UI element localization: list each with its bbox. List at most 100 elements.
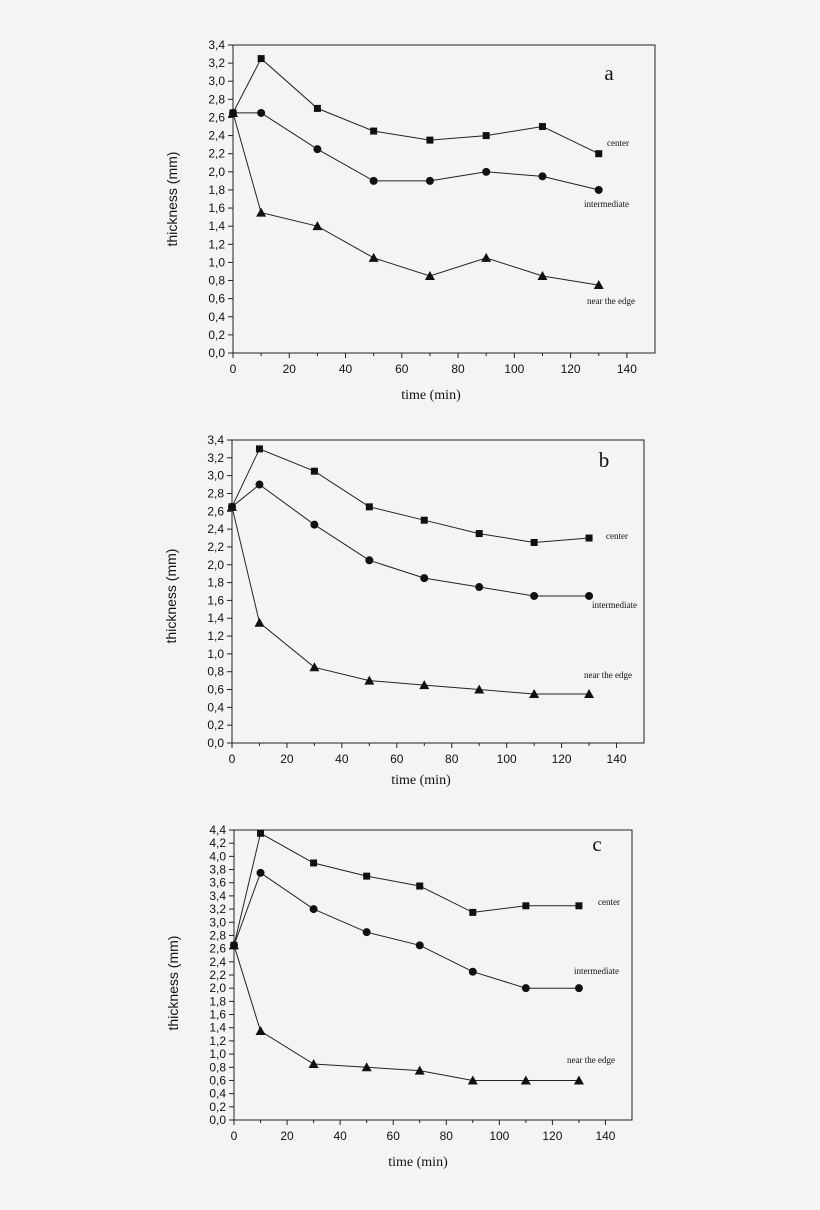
data-point: [575, 902, 583, 910]
series-label: center: [607, 138, 629, 148]
panel-letter: a: [604, 61, 614, 85]
x-tick-label: 40: [339, 362, 353, 376]
x-tick-label: 40: [333, 1129, 347, 1143]
series-label: near the edge: [584, 670, 632, 680]
y-tick-label: 2,2: [209, 968, 226, 982]
y-tick-label: 2,0: [209, 981, 226, 995]
x-tick-label: 60: [390, 752, 404, 766]
x-tick-label: 100: [504, 362, 524, 376]
x-axis-title: time (min): [388, 1155, 448, 1170]
series-near-the-edge: near the edge: [228, 107, 635, 306]
data-point: [475, 530, 483, 538]
y-tick-label: 1,0: [208, 255, 225, 269]
panel-letter: b: [599, 448, 610, 472]
y-tick-label: 0,6: [209, 1073, 226, 1087]
data-point: [574, 984, 583, 993]
series-center: center: [229, 55, 629, 158]
y-tick-label: 2,0: [208, 165, 225, 179]
data-point: [364, 675, 375, 685]
data-point: [415, 941, 424, 950]
y-tick-label: 0,0: [207, 736, 224, 750]
y-tick-label: 3,0: [209, 915, 226, 929]
y-tick-label: 2,2: [207, 540, 224, 554]
y-tick-label: 3,4: [209, 889, 226, 903]
series-near-the-edge: near the edge: [229, 940, 615, 1085]
x-tick-label: 20: [280, 752, 294, 766]
data-point: [420, 516, 428, 524]
y-tick-label: 2,6: [209, 942, 226, 956]
y-tick-label: 2,0: [207, 558, 224, 572]
series-label: intermediate: [592, 600, 637, 610]
data-point: [425, 176, 434, 185]
y-tick-label: 1,6: [209, 1008, 226, 1022]
y-tick-label: 0,8: [207, 665, 224, 679]
data-point: [414, 1065, 425, 1075]
data-point: [538, 123, 546, 131]
data-point: [313, 104, 321, 112]
y-tick-label: 3,0: [207, 469, 224, 483]
y-tick-label: 2,4: [207, 522, 224, 536]
data-point: [257, 108, 266, 117]
data-point: [416, 882, 424, 890]
y-axis-title: thickness (mm): [163, 549, 179, 644]
data-point: [593, 280, 604, 290]
series-label: center: [606, 531, 628, 541]
y-tick-label: 1,2: [207, 629, 224, 643]
series-label: intermediate: [584, 199, 629, 209]
data-point: [420, 574, 429, 583]
data-point: [468, 967, 477, 976]
x-tick-label: 120: [561, 362, 581, 376]
data-point: [585, 534, 593, 542]
x-tick-label: 120: [552, 752, 572, 766]
x-tick-label: 80: [451, 362, 465, 376]
chart-panel-c: 0 20 40 60 80 100 120 1400,00,20,40,60,81,01,21…: [165, 823, 633, 1170]
y-tick-label: 0,6: [207, 683, 224, 697]
y-tick-label: 2,2: [208, 147, 225, 161]
data-point: [361, 1062, 372, 1072]
y-tick-label: 3,4: [208, 38, 225, 52]
data-point: [370, 127, 378, 135]
plot-frame: [231, 439, 645, 744]
data-point: [310, 520, 319, 529]
y-tick-label: 2,8: [209, 928, 226, 942]
data-point: [254, 617, 265, 627]
x-tick-label: 20: [280, 1129, 294, 1143]
series-label: near the edge: [587, 296, 635, 306]
series-line: [233, 872, 579, 989]
data-point: [474, 684, 485, 694]
series-intermediate: intermediate: [228, 480, 637, 610]
y-tick-label: 1,2: [209, 1034, 226, 1048]
y-tick-label: 3,2: [208, 56, 225, 70]
series-center: center: [228, 445, 628, 546]
series-line: [232, 57, 599, 155]
y-tick-label: 3,2: [207, 451, 224, 465]
y-tick-label: 1,6: [207, 593, 224, 607]
data-point: [426, 136, 434, 144]
data-point: [530, 591, 539, 600]
data-point: [256, 868, 265, 877]
y-tick-label: 3,0: [208, 74, 225, 88]
x-tick-label: 140: [595, 1129, 615, 1143]
y-tick-label: 3,6: [209, 876, 226, 890]
y-tick-label: 3,4: [207, 433, 224, 447]
data-point: [363, 872, 371, 880]
data-point: [369, 176, 378, 185]
data-point: [595, 150, 603, 158]
data-point: [257, 55, 265, 63]
data-point: [365, 556, 374, 565]
data-point: [257, 829, 265, 837]
x-tick-label: 60: [387, 1129, 401, 1143]
y-tick-label: 4,4: [209, 823, 226, 837]
data-point: [481, 252, 492, 262]
series-line: [233, 112, 599, 191]
series-label: center: [598, 897, 620, 907]
x-tick-label: 40: [335, 752, 349, 766]
data-point: [584, 688, 595, 698]
data-point: [228, 107, 238, 117]
data-point: [520, 1075, 531, 1085]
data-point: [308, 1058, 319, 1068]
plot-frame: [232, 44, 656, 354]
x-tick-label: 140: [607, 752, 627, 766]
x-tick-label: 0: [231, 1129, 238, 1143]
